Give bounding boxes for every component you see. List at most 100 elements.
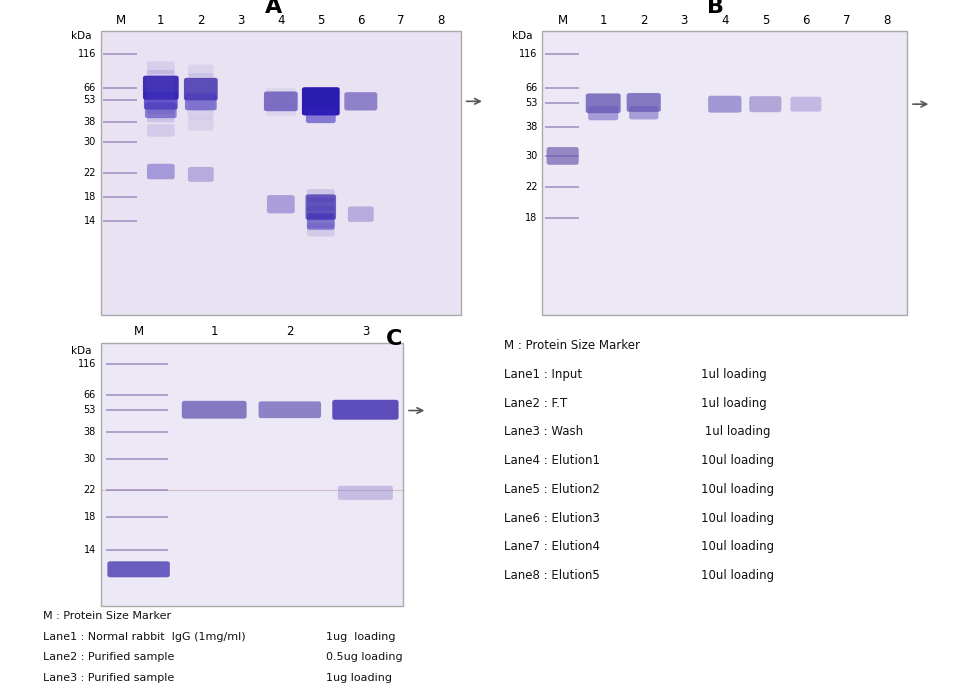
- FancyBboxPatch shape: [307, 198, 335, 211]
- Text: 3: 3: [362, 325, 369, 338]
- FancyBboxPatch shape: [266, 97, 296, 108]
- Text: 18: 18: [84, 192, 96, 202]
- Text: kDa: kDa: [71, 31, 91, 41]
- Text: Lane1 : Input: Lane1 : Input: [504, 368, 582, 381]
- Text: Lane5 : Elution2: Lane5 : Elution2: [504, 483, 600, 496]
- Text: 4: 4: [721, 14, 729, 27]
- Text: 116: 116: [78, 359, 96, 369]
- FancyBboxPatch shape: [101, 342, 403, 606]
- Text: 66: 66: [84, 83, 96, 92]
- FancyBboxPatch shape: [266, 105, 296, 116]
- FancyBboxPatch shape: [305, 195, 336, 220]
- Text: 8: 8: [437, 14, 444, 27]
- Text: Lane2 : Purified sample: Lane2 : Purified sample: [43, 652, 175, 662]
- Text: 4: 4: [277, 14, 284, 27]
- Text: 1ul loading: 1ul loading: [701, 397, 766, 410]
- Text: Lane8 : Elution5: Lane8 : Elution5: [504, 569, 600, 582]
- Text: 2: 2: [197, 14, 204, 27]
- Text: 53: 53: [84, 405, 96, 414]
- Text: M : Protein Size Marker: M : Protein Size Marker: [43, 611, 171, 621]
- Text: 18: 18: [84, 512, 96, 522]
- Text: 1: 1: [599, 14, 607, 27]
- Text: Lane1 : Normal rabbit  IgG (1mg/ml): Lane1 : Normal rabbit IgG (1mg/ml): [43, 632, 246, 642]
- FancyBboxPatch shape: [147, 164, 175, 179]
- Text: 0.5ug loading: 0.5ug loading: [326, 652, 403, 662]
- FancyBboxPatch shape: [790, 97, 822, 112]
- Text: 10ul loading: 10ul loading: [701, 569, 774, 582]
- FancyBboxPatch shape: [188, 96, 214, 108]
- Text: 10ul loading: 10ul loading: [701, 454, 774, 467]
- FancyBboxPatch shape: [147, 62, 175, 74]
- FancyBboxPatch shape: [542, 31, 907, 315]
- Text: 8: 8: [883, 14, 891, 27]
- Text: 1ul loading: 1ul loading: [701, 425, 770, 438]
- FancyBboxPatch shape: [332, 400, 398, 420]
- Text: 10ul loading: 10ul loading: [701, 512, 774, 525]
- FancyBboxPatch shape: [546, 147, 579, 165]
- Text: Lane7 : Elution4: Lane7 : Elution4: [504, 540, 600, 553]
- Text: 10ul loading: 10ul loading: [701, 483, 774, 496]
- FancyBboxPatch shape: [188, 108, 214, 119]
- Text: 38: 38: [525, 123, 538, 132]
- Text: A: A: [265, 0, 282, 17]
- Text: kDa: kDa: [513, 31, 533, 41]
- FancyBboxPatch shape: [629, 106, 659, 119]
- FancyBboxPatch shape: [348, 206, 373, 222]
- Text: 116: 116: [78, 49, 96, 58]
- Text: 14: 14: [84, 545, 96, 556]
- FancyBboxPatch shape: [301, 87, 340, 116]
- Text: 53: 53: [84, 95, 96, 105]
- FancyBboxPatch shape: [708, 96, 741, 112]
- FancyBboxPatch shape: [147, 101, 175, 114]
- Text: Lane2 : F.T: Lane2 : F.T: [504, 397, 567, 410]
- Text: 30: 30: [525, 151, 538, 161]
- FancyBboxPatch shape: [266, 88, 296, 99]
- FancyBboxPatch shape: [188, 73, 214, 85]
- FancyBboxPatch shape: [145, 103, 177, 119]
- Text: Lane3 : Wash: Lane3 : Wash: [504, 425, 583, 438]
- Text: 7: 7: [397, 14, 404, 27]
- FancyBboxPatch shape: [264, 92, 298, 111]
- Text: M : Protein Size Marker: M : Protein Size Marker: [504, 339, 640, 352]
- Text: Lane3 : Purified sample: Lane3 : Purified sample: [43, 673, 175, 683]
- Text: 1ug  loading: 1ug loading: [326, 632, 396, 642]
- Text: 10ul loading: 10ul loading: [701, 540, 774, 553]
- FancyBboxPatch shape: [307, 189, 335, 202]
- FancyBboxPatch shape: [147, 79, 175, 91]
- Text: 66: 66: [84, 390, 96, 400]
- FancyBboxPatch shape: [306, 109, 336, 123]
- Text: 6: 6: [803, 14, 809, 27]
- Text: Lane4 : Elution1: Lane4 : Elution1: [504, 454, 600, 467]
- Text: 22: 22: [84, 485, 96, 495]
- Text: 6: 6: [357, 14, 365, 27]
- Text: B: B: [707, 0, 724, 17]
- Text: 3: 3: [681, 14, 688, 27]
- Text: 66: 66: [525, 83, 538, 92]
- FancyBboxPatch shape: [188, 167, 214, 182]
- Text: 1ul loading: 1ul loading: [701, 368, 766, 381]
- FancyBboxPatch shape: [147, 124, 175, 136]
- FancyBboxPatch shape: [338, 486, 393, 500]
- Text: 1: 1: [157, 14, 164, 27]
- FancyBboxPatch shape: [258, 401, 321, 418]
- FancyBboxPatch shape: [184, 78, 218, 101]
- FancyBboxPatch shape: [307, 223, 335, 236]
- Text: M: M: [133, 325, 144, 338]
- FancyBboxPatch shape: [188, 64, 214, 77]
- Text: 3: 3: [237, 14, 245, 27]
- Text: C: C: [385, 329, 402, 349]
- Text: 38: 38: [84, 427, 96, 437]
- FancyBboxPatch shape: [181, 401, 247, 419]
- FancyBboxPatch shape: [188, 84, 214, 97]
- Text: 22: 22: [84, 168, 96, 178]
- Text: Lane6 : Elution3: Lane6 : Elution3: [504, 512, 600, 525]
- FancyBboxPatch shape: [627, 93, 660, 112]
- FancyBboxPatch shape: [188, 119, 214, 131]
- FancyBboxPatch shape: [307, 206, 335, 219]
- Text: 2: 2: [286, 325, 294, 338]
- FancyBboxPatch shape: [147, 110, 175, 123]
- FancyBboxPatch shape: [307, 213, 335, 229]
- Text: 2: 2: [640, 14, 647, 27]
- Text: 53: 53: [525, 99, 538, 108]
- Text: 22: 22: [525, 182, 538, 192]
